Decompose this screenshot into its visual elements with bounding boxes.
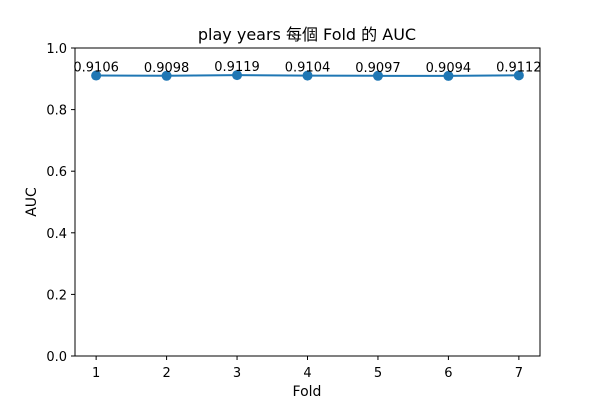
data-label: 0.9104 — [285, 61, 331, 76]
data-point — [232, 70, 243, 81]
series-layer: 0.9106 0.9098 0.9119 0.9104 0.9097 0.9094 0.91… — [73, 60, 542, 81]
y-tick-label: 0.4 — [46, 227, 67, 242]
data-label: 0.9106 — [73, 61, 119, 76]
chart-title: play years 每個 Fold 的 AUC — [198, 25, 416, 44]
data-point — [161, 70, 172, 81]
data-label: 0.9119 — [214, 60, 260, 75]
data-label: 0.9097 — [355, 61, 401, 76]
data-label: 0.9094 — [426, 61, 472, 76]
data-point — [91, 70, 102, 81]
data-point — [443, 70, 454, 81]
x-axis: 1 2 3 4 5 6 7 — [92, 356, 523, 381]
x-tick-label: 7 — [515, 366, 523, 381]
y-tick-label: 0.6 — [46, 165, 67, 180]
data-point — [513, 70, 524, 81]
y-tick-label: 0.0 — [46, 350, 67, 365]
x-tick-label: 4 — [303, 366, 311, 381]
x-tick-label: 5 — [374, 366, 382, 381]
x-tick-label: 1 — [92, 366, 100, 381]
x-tick-label: 6 — [444, 366, 452, 381]
plot-frame — [74, 47, 541, 357]
y-tick-label: 0.2 — [46, 288, 67, 303]
x-tick-label: 2 — [162, 366, 170, 381]
data-label: 0.9112 — [496, 60, 542, 75]
x-axis-title: Fold — [293, 384, 322, 400]
data-point — [302, 70, 313, 81]
y-axis: 0.0 0.2 0.4 0.6 0.8 1.0 — [46, 42, 75, 365]
y-tick-label: 1.0 — [46, 42, 67, 57]
y-axis-title: AUC — [24, 187, 40, 217]
data-label: 0.9098 — [144, 61, 190, 76]
y-tick-label: 0.8 — [46, 104, 67, 119]
x-tick-label: 3 — [233, 366, 241, 381]
data-point — [372, 70, 383, 81]
